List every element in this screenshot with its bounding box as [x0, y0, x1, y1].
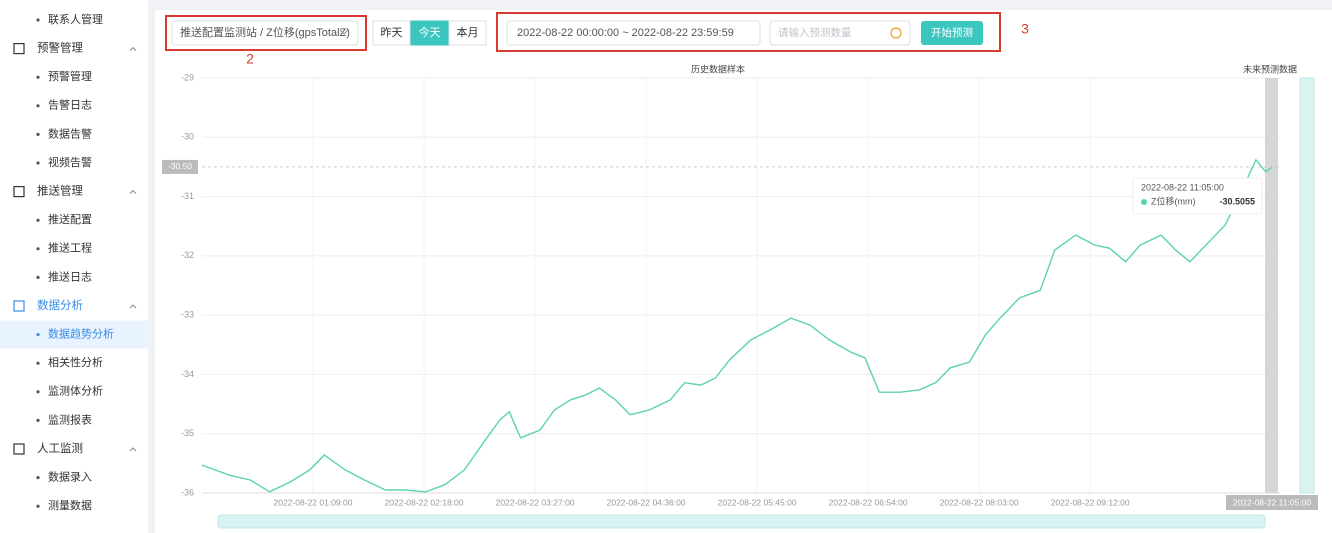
menu-group[interactable]: 人工监测 — [37, 442, 83, 455]
forecast-region — [1265, 78, 1278, 493]
range-button[interactable] — [372, 20, 411, 46]
annotation-label: 2 — [246, 51, 254, 67]
menu-item[interactable]: 推送工程 — [48, 241, 92, 255]
predict-button-text: 开始预测 — [931, 26, 973, 39]
x-tick-label: 2022-08-22 08:03:00 — [940, 497, 1019, 507]
caret — [129, 447, 137, 452]
menu-group[interactable]: 数据分析 — [37, 298, 83, 312]
predict-button[interactable] — [921, 21, 983, 45]
annotation-label: 3 — [1021, 21, 1029, 37]
y-tick-label: -36 — [181, 487, 194, 497]
x-end-label-bg — [1226, 495, 1318, 510]
y-tick-label: -29 — [181, 72, 194, 82]
bullet — [36, 361, 40, 365]
menu-item[interactable]: 监测报表 — [48, 412, 92, 426]
caret — [129, 46, 137, 51]
reference-label: -30.50 — [168, 161, 192, 171]
range-button-text: 昨天 — [381, 26, 403, 39]
sidebar — [0, 0, 148, 533]
annotation-box — [165, 15, 367, 51]
count-placeholder: 请输入预测数量 — [778, 26, 852, 39]
menu-group[interactable]: 预警管理 — [37, 41, 83, 55]
menu-item[interactable]: 数据录入 — [48, 470, 92, 484]
y-tick-label: -30 — [181, 132, 194, 142]
info-icon — [890, 27, 902, 39]
date-input[interactable] — [506, 20, 761, 46]
x-tick-label: 2022-08-22 09:12:00 — [1051, 497, 1130, 507]
menu-icon — [13, 443, 25, 455]
bullet — [36, 504, 40, 508]
horizontal-zoom[interactable] — [217, 514, 1266, 529]
x-tick-label: 2022-08-22 01:09:00 — [274, 497, 353, 507]
tooltip-series: Z位移(mm) — [1151, 195, 1196, 206]
tooltip — [1132, 177, 1263, 215]
menu-item[interactable]: 数据趋势分析 — [48, 327, 114, 341]
range-button[interactable] — [448, 20, 487, 46]
tooltip-value: -30.5055 — [1219, 196, 1255, 206]
bullet — [36, 333, 40, 337]
vertical-zoom — [1299, 77, 1315, 494]
active-item-bg — [0, 320, 148, 349]
chevron — [339, 29, 349, 35]
x-tick-label: 2022-08-22 05:45:00 — [718, 497, 797, 507]
bullet — [36, 104, 40, 108]
menu-icon — [13, 186, 25, 198]
history-label: 历史数据样本 — [691, 63, 745, 74]
menu-icon — [13, 42, 25, 55]
menu-item[interactable]: 预警管理 — [48, 69, 92, 83]
x-end-label: 2022-08-22 11:05:00 — [1233, 497, 1312, 507]
x-tick-label: 2022-08-22 03:27:00 — [496, 497, 575, 507]
menu-item[interactable]: 测量数据 — [48, 498, 92, 512]
menu-item[interactable]: 推送日志 — [48, 269, 92, 283]
menu-item[interactable]: 监测体分析 — [48, 384, 103, 398]
y-tick-label: -34 — [181, 369, 194, 379]
x-tick-label: 2022-08-22 06:54:00 — [829, 497, 908, 507]
caret — [129, 189, 137, 194]
bullet — [36, 18, 40, 22]
bullet — [36, 418, 40, 422]
bullet — [36, 275, 40, 279]
selector[interactable] — [171, 20, 359, 46]
bullet — [36, 161, 40, 165]
range-button-text: 今天 — [419, 25, 441, 39]
tooltip-dot — [1141, 199, 1147, 205]
bullet — [36, 390, 40, 394]
y-tick-label: -31 — [181, 191, 194, 201]
forecast-label: 未来预测数据 — [1243, 63, 1297, 74]
y-tick-label: -35 — [181, 428, 194, 438]
menu-icon — [13, 300, 25, 312]
menu-group[interactable]: 推送管理 — [37, 184, 83, 198]
bullet — [36, 247, 40, 251]
menu-item[interactable]: 推送配置 — [48, 212, 92, 226]
caret — [129, 304, 137, 309]
data-line — [201, 158, 1273, 493]
x-tick-label: 2022-08-22 02:18:00 — [385, 497, 464, 507]
x-tick-label: 2022-08-22 04:36:00 — [607, 497, 686, 507]
content-panel — [155, 10, 1332, 533]
menu-item[interactable]: 联系人管理 — [48, 12, 103, 26]
range-button[interactable] — [410, 20, 449, 46]
date-text: 2022-08-22 00:00:00 ~ 2022-08-22 23:59:5… — [517, 27, 734, 39]
bullet — [36, 75, 40, 79]
count-input[interactable] — [769, 20, 911, 46]
y-tick-label: -32 — [181, 250, 194, 260]
bullet — [36, 476, 40, 480]
annotation-box — [496, 12, 1001, 52]
y-tick-label: -33 — [181, 310, 194, 320]
menu-item[interactable]: 数据告警 — [48, 126, 92, 140]
reference-label-bg — [162, 159, 198, 174]
menu-item[interactable]: 相关性分析 — [48, 355, 103, 369]
bullet — [36, 132, 40, 136]
menu-item[interactable]: 告警日志 — [48, 98, 92, 112]
bullet — [36, 218, 40, 222]
selector-text: 推送配置监测站 / Z位移(gpsTotalZ) — [180, 25, 350, 39]
menu-item[interactable]: 视频告警 — [48, 155, 92, 169]
tooltip-time: 2022-08-22 11:05:00 — [1141, 182, 1224, 192]
range-button-text: 本月 — [457, 25, 479, 39]
